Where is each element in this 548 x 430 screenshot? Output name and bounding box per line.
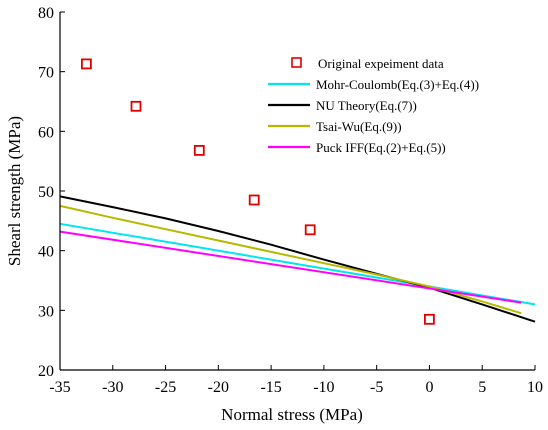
y-tick-label: 60	[38, 124, 54, 141]
y-axis-title: Shearl strength (MPa)	[5, 116, 24, 266]
y-tick-label: 50	[38, 184, 54, 201]
y-tick-label: 70	[38, 65, 54, 82]
legend-label-2: NU Theory(Eq.(7))	[316, 98, 417, 113]
legend-marker-0	[291, 57, 302, 68]
legend-label-1: Mohr-Coulomb(Eq.(3)+Eq.(4))	[316, 77, 479, 92]
y-tick-label: 30	[38, 303, 54, 320]
axes-layer: -35 -30 -25 -20 -15 -10 -5 0 5 10 20 30 40 50 60 70 80	[38, 5, 543, 396]
series-line-1	[59, 222, 536, 306]
data-point	[81, 58, 92, 70]
legend-label-0: Original expeiment data	[318, 56, 444, 71]
x-tick-label: 5	[478, 379, 486, 396]
y-tick-label: 80	[38, 5, 54, 22]
data-point	[193, 144, 205, 156]
data-point	[248, 194, 260, 206]
x-axis-title: Normal stress (MPa)	[221, 405, 363, 424]
x-tick-label: -5	[370, 379, 383, 396]
x-tick-label: -30	[102, 379, 123, 396]
x-tick-label: -25	[155, 379, 176, 396]
series-layer	[59, 58, 536, 325]
y-tick-label: 20	[38, 363, 54, 380]
data-point	[304, 224, 316, 236]
data-point	[423, 313, 435, 325]
series-line-2	[59, 195, 536, 323]
legend-label-4: Puck IFF(Eq.(2)+Eq.(5))	[316, 140, 446, 155]
series-line-4	[59, 230, 522, 304]
x-tick-label: 0	[425, 379, 433, 396]
x-tick-label: -15	[260, 379, 281, 396]
legend-label-3: Tsai-Wu(Eq.(9))	[316, 119, 402, 134]
x-tick-label: 10	[527, 379, 543, 396]
x-tick-label: -20	[208, 379, 229, 396]
series-line-3	[59, 204, 522, 315]
data-point	[130, 100, 142, 112]
x-tick-label: -10	[313, 379, 334, 396]
y-tick-label: 40	[38, 244, 54, 261]
x-tick-label: -35	[49, 379, 70, 396]
legend: Original expeiment data Mohr-Coulomb(Eq.(…	[268, 56, 479, 155]
plot-area	[60, 12, 535, 370]
